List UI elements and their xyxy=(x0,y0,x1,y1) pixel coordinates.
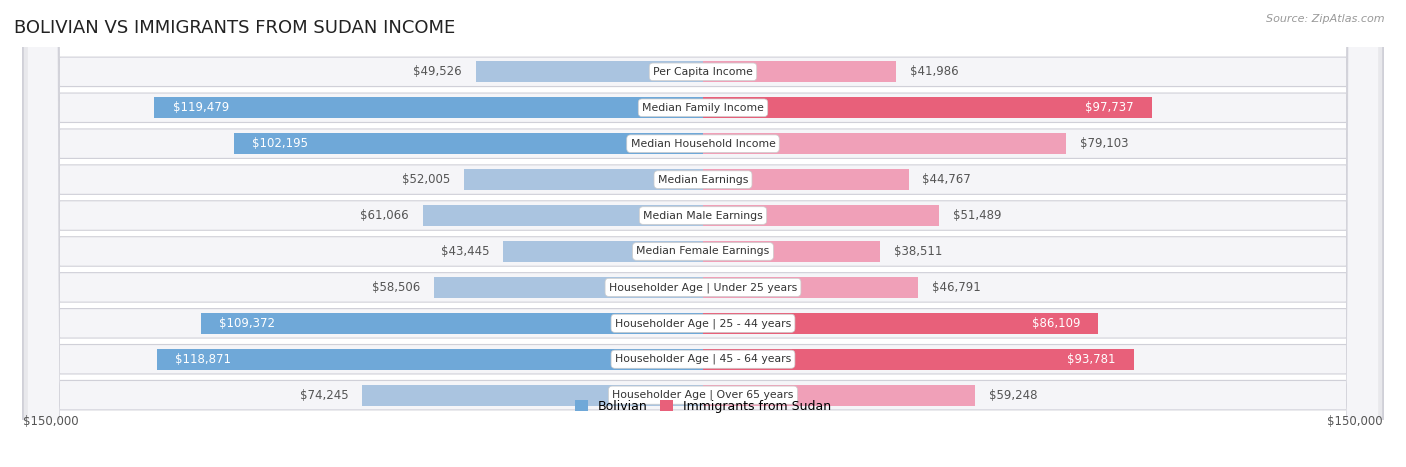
FancyBboxPatch shape xyxy=(28,0,1378,467)
FancyBboxPatch shape xyxy=(24,0,1382,467)
Text: Householder Age | Over 65 years: Householder Age | Over 65 years xyxy=(612,390,794,400)
Text: BOLIVIAN VS IMMIGRANTS FROM SUDAN INCOME: BOLIVIAN VS IMMIGRANTS FROM SUDAN INCOME xyxy=(14,19,456,37)
Text: $119,479: $119,479 xyxy=(173,101,229,114)
FancyBboxPatch shape xyxy=(28,0,1378,467)
Text: $150,000: $150,000 xyxy=(1327,415,1382,427)
Text: $52,005: $52,005 xyxy=(402,173,450,186)
Text: $59,248: $59,248 xyxy=(988,389,1038,402)
FancyBboxPatch shape xyxy=(24,0,1382,467)
FancyBboxPatch shape xyxy=(24,0,1382,467)
Text: Householder Age | 45 - 64 years: Householder Age | 45 - 64 years xyxy=(614,354,792,364)
Bar xyxy=(703,205,939,226)
FancyBboxPatch shape xyxy=(24,0,1382,467)
FancyBboxPatch shape xyxy=(24,0,1382,467)
Bar xyxy=(475,62,703,82)
Text: $49,526: $49,526 xyxy=(413,65,461,78)
Text: $38,511: $38,511 xyxy=(894,245,942,258)
Bar xyxy=(157,349,703,370)
Text: $61,066: $61,066 xyxy=(360,209,409,222)
Text: $46,791: $46,791 xyxy=(932,281,980,294)
Bar xyxy=(423,205,703,226)
FancyBboxPatch shape xyxy=(24,0,1382,467)
Text: Median Household Income: Median Household Income xyxy=(630,139,776,149)
Text: Median Family Income: Median Family Income xyxy=(643,103,763,113)
Text: Median Earnings: Median Earnings xyxy=(658,175,748,184)
Bar xyxy=(703,349,1133,370)
Bar xyxy=(703,133,1066,154)
Bar xyxy=(703,313,1098,334)
Text: Median Male Earnings: Median Male Earnings xyxy=(643,211,763,220)
Text: Median Female Earnings: Median Female Earnings xyxy=(637,247,769,256)
Text: $44,767: $44,767 xyxy=(922,173,972,186)
FancyBboxPatch shape xyxy=(24,0,1382,467)
Text: $109,372: $109,372 xyxy=(219,317,276,330)
FancyBboxPatch shape xyxy=(28,0,1378,467)
FancyBboxPatch shape xyxy=(24,0,1382,467)
FancyBboxPatch shape xyxy=(28,0,1378,467)
Bar xyxy=(233,133,703,154)
Text: $93,781: $93,781 xyxy=(1067,353,1115,366)
Text: Per Capita Income: Per Capita Income xyxy=(652,67,754,77)
FancyBboxPatch shape xyxy=(28,0,1378,467)
Text: $79,103: $79,103 xyxy=(1080,137,1129,150)
Bar xyxy=(464,169,703,190)
Text: $97,737: $97,737 xyxy=(1085,101,1133,114)
Bar xyxy=(703,385,976,405)
FancyBboxPatch shape xyxy=(28,0,1378,467)
Text: $118,871: $118,871 xyxy=(176,353,232,366)
FancyBboxPatch shape xyxy=(28,0,1378,467)
FancyBboxPatch shape xyxy=(24,0,1382,467)
Text: $58,506: $58,506 xyxy=(373,281,420,294)
Text: $41,986: $41,986 xyxy=(910,65,959,78)
Bar xyxy=(434,277,703,298)
Bar xyxy=(155,97,703,118)
Bar xyxy=(361,385,703,405)
Text: $150,000: $150,000 xyxy=(24,415,79,427)
Text: $43,445: $43,445 xyxy=(441,245,489,258)
Bar xyxy=(503,241,703,262)
Bar xyxy=(703,169,908,190)
Legend: Bolivian, Immigrants from Sudan: Bolivian, Immigrants from Sudan xyxy=(571,395,835,418)
FancyBboxPatch shape xyxy=(28,0,1378,467)
Text: $102,195: $102,195 xyxy=(252,137,308,150)
FancyBboxPatch shape xyxy=(24,0,1382,467)
Bar xyxy=(703,97,1152,118)
Bar xyxy=(703,241,880,262)
Bar xyxy=(201,313,703,334)
Text: $74,245: $74,245 xyxy=(299,389,349,402)
FancyBboxPatch shape xyxy=(28,0,1378,467)
Text: Source: ZipAtlas.com: Source: ZipAtlas.com xyxy=(1267,14,1385,24)
Text: $51,489: $51,489 xyxy=(953,209,1001,222)
Bar xyxy=(703,62,896,82)
Text: $86,109: $86,109 xyxy=(1032,317,1080,330)
Text: Householder Age | Under 25 years: Householder Age | Under 25 years xyxy=(609,282,797,293)
Text: Householder Age | 25 - 44 years: Householder Age | 25 - 44 years xyxy=(614,318,792,329)
Bar xyxy=(703,277,918,298)
FancyBboxPatch shape xyxy=(28,0,1378,467)
